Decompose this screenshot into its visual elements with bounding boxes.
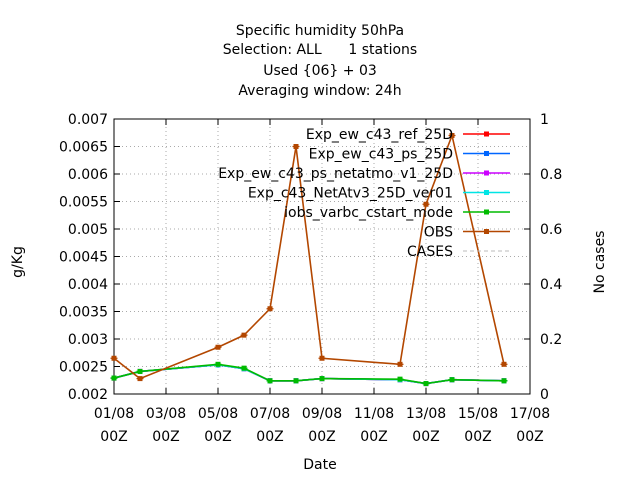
legend-marker — [484, 190, 489, 195]
x-tick-sublabel: 00Z — [464, 429, 491, 445]
series-layer — [110, 132, 508, 387]
y-axis: 0.002 0.0025 0.003 0.0035 0.004 0.0045 0.005 0.… — [59, 112, 120, 403]
legend: Exp_ew_c43_ref_25D Exp_ew_c43_ps_25D Exp_e… — [218, 127, 510, 260]
y2-tick-label: 1 — [540, 112, 549, 128]
x-tick-sublabel: 00Z — [256, 429, 283, 445]
legend-marker — [484, 131, 489, 137]
title-line-2: Selection: ALL 1 stations — [223, 42, 417, 58]
legend-marker — [484, 209, 489, 215]
x-axis-label: Date — [303, 457, 336, 473]
y-tick-label: 0.0045 — [59, 250, 108, 266]
series-iobs_varbc_cstart_mode — [110, 361, 508, 387]
x-tick-label: 01/08 — [94, 406, 134, 422]
legend-label: CASES — [407, 244, 453, 260]
x-tick-label: 03/08 — [146, 406, 186, 422]
legend-label: Exp_ew_c43_ref_25D — [306, 127, 453, 143]
y-tick-label: 0.003 — [68, 332, 108, 348]
y-tick-label: 0.007 — [68, 112, 108, 128]
x-tick-label: 11/08 — [354, 406, 394, 422]
legend-label: iobs_varbc_cstart_mode — [284, 205, 453, 221]
y-axis-label: g/Kg — [10, 246, 26, 278]
x-tick-sublabel: 00Z — [100, 429, 127, 445]
x-tick-label: 09/08 — [302, 406, 342, 422]
legend-label: Exp_ew_c43_ps_netatmo_v1_25D — [218, 166, 453, 182]
legend-marker — [484, 170, 489, 176]
y-tick-label: 0.005 — [68, 222, 108, 238]
x-tick-sublabel: 00Z — [412, 429, 439, 445]
title-line-1: Specific humidity 50hPa — [236, 23, 404, 39]
series-line — [113, 363, 505, 385]
title-line-4: Averaging window: 24h — [238, 83, 401, 99]
legend-marker — [484, 151, 489, 156]
x-tick-sublabel: 00Z — [204, 429, 231, 445]
x-axis: 01/08 00Z 03/08 00Z 05/08 00Z 07/08 00Z 09/08 00Z… — [94, 119, 550, 445]
title-line-3: Used {06} + 03 — [263, 63, 377, 79]
y-tick-label: 0.0065 — [59, 140, 108, 156]
x-tick-label: 13/08 — [406, 406, 446, 422]
y-tick-label: 0.004 — [68, 277, 108, 293]
y2-tick-label: 0 — [540, 387, 549, 403]
y2-tick-label: 0.2 — [540, 332, 562, 348]
y-tick-label: 0.006 — [68, 167, 108, 183]
x-tick-label: 05/08 — [198, 406, 238, 422]
x-tick-sublabel: 00Z — [308, 429, 335, 445]
y-tick-label: 0.0025 — [59, 360, 108, 376]
legend-label: Exp_ew_c43_ps_25D — [309, 147, 453, 163]
x-tick-label: 17/08 — [510, 406, 550, 422]
y2-tick-label: 0.6 — [540, 222, 562, 238]
x-tick-sublabel: 00Z — [152, 429, 179, 445]
y-tick-label: 0.0055 — [59, 195, 108, 211]
series-OBS — [110, 132, 508, 382]
x-tick-label: 07/08 — [250, 406, 290, 422]
y2-axis-label: No cases — [592, 231, 608, 294]
y2-axis: 0 0.2 0.4 0.6 0.8 1 — [524, 112, 562, 403]
legend-label: Exp_c43_NetAtv3_25D_ver01 — [248, 186, 453, 202]
legend-marker — [484, 229, 489, 234]
y-tick-label: 0.0035 — [59, 305, 108, 321]
x-tick-sublabel: 00Z — [516, 429, 543, 445]
x-tick-label: 15/08 — [458, 406, 498, 422]
legend-label: OBS — [424, 225, 453, 241]
chart-title: Specific humidity 50hPa Selection: ALL 1… — [223, 23, 417, 99]
x-tick-sublabel: 00Z — [360, 429, 387, 445]
y2-tick-label: 0.4 — [540, 277, 562, 293]
grid — [114, 119, 530, 394]
y2-tick-label: 0.8 — [540, 167, 562, 183]
y-tick-label: 0.002 — [68, 387, 108, 403]
